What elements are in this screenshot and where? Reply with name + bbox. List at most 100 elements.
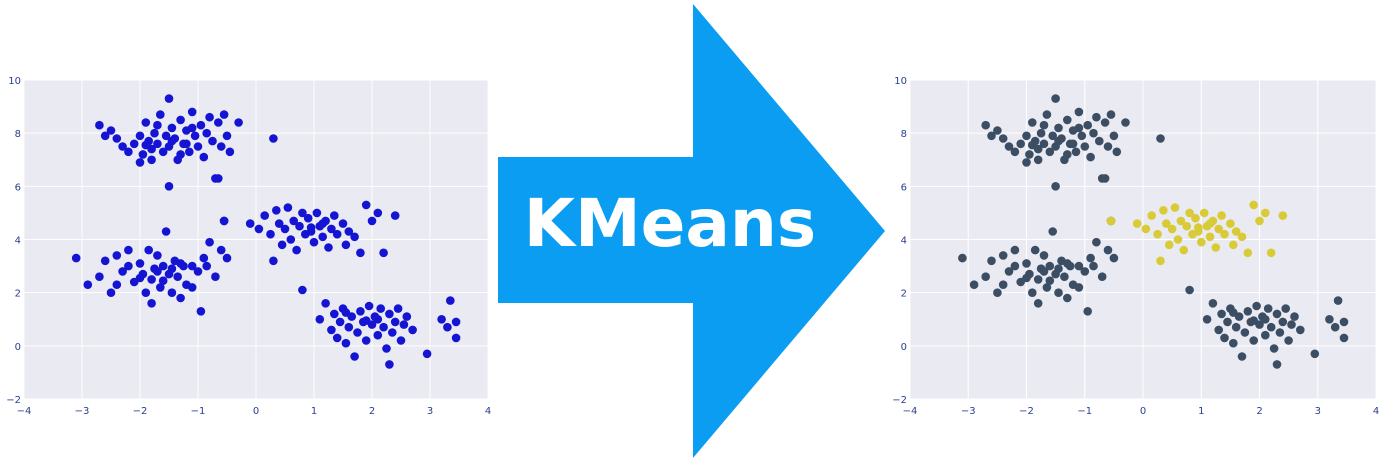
kmeans-arrow: KMeans	[498, 4, 885, 458]
y-tick-label: 4	[15, 236, 21, 247]
data-point	[286, 235, 296, 244]
data-point	[173, 272, 182, 282]
data-point	[176, 115, 185, 125]
data-point	[153, 120, 162, 130]
data-point	[1211, 243, 1221, 252]
data-point	[274, 219, 284, 228]
data-point	[1010, 245, 1020, 255]
data-point	[1103, 245, 1113, 255]
data-point	[292, 245, 301, 255]
data-point	[272, 206, 281, 215]
data-point	[1074, 283, 1084, 292]
data-point	[202, 128, 211, 138]
data-point	[1229, 240, 1238, 250]
data-point	[1086, 152, 1095, 162]
data-point	[1290, 312, 1299, 321]
y-tick-label: 0	[901, 342, 907, 353]
data-point	[1042, 283, 1052, 292]
data-point	[1199, 208, 1209, 218]
data-point	[100, 131, 110, 141]
data-point	[396, 336, 406, 345]
data-point	[1060, 272, 1069, 282]
data-point	[350, 352, 359, 361]
data-point	[1051, 94, 1060, 103]
data-point	[106, 126, 116, 135]
data-point	[1028, 140, 1037, 150]
data-point	[341, 338, 351, 348]
data-point	[1185, 285, 1194, 295]
data-point	[1249, 200, 1258, 210]
data-point	[1106, 216, 1116, 226]
data-point	[330, 309, 339, 319]
data-point	[147, 299, 156, 308]
scatter-series-2	[1106, 200, 1288, 266]
data-point	[332, 333, 342, 343]
data-point	[141, 140, 151, 150]
data-point	[1089, 128, 1098, 138]
data-point	[382, 344, 391, 353]
x-tick-label: −1	[191, 406, 206, 417]
data-point	[993, 126, 1002, 135]
y-tick-label: 10	[8, 76, 21, 87]
data-point	[356, 307, 365, 316]
data-point	[1263, 304, 1273, 313]
data-point	[1025, 150, 1034, 159]
data-point	[1220, 333, 1229, 343]
data-point	[260, 211, 270, 220]
data-point	[1010, 261, 1020, 271]
data-point	[327, 224, 336, 234]
data-point	[1261, 208, 1270, 218]
data-point	[254, 224, 264, 234]
data-point	[998, 280, 1008, 290]
x-tick-label: −2	[133, 406, 148, 417]
data-point	[1030, 245, 1040, 255]
data-point	[199, 253, 209, 263]
data-point	[364, 301, 374, 311]
data-point	[1083, 307, 1092, 316]
data-point	[71, 253, 81, 263]
data-point	[1033, 275, 1043, 284]
data-point	[1231, 227, 1241, 236]
data-point	[344, 227, 354, 236]
data-point	[1100, 174, 1110, 183]
data-point	[135, 273, 145, 283]
data-point	[1100, 118, 1110, 127]
data-point	[266, 229, 275, 239]
data-point	[1173, 235, 1183, 244]
data-point	[1255, 216, 1264, 226]
data-point	[1275, 328, 1285, 337]
data-point	[1045, 261, 1055, 271]
y-tick-label: 0	[15, 342, 21, 353]
data-point	[1249, 336, 1258, 345]
data-point	[373, 208, 383, 218]
data-point	[987, 256, 996, 266]
data-point	[289, 216, 299, 226]
data-point	[306, 223, 316, 232]
data-point	[147, 155, 156, 165]
y-tick-label: −2	[892, 395, 907, 406]
data-point	[1226, 219, 1235, 228]
data-point	[1249, 316, 1258, 325]
data-point	[385, 309, 394, 319]
data-point	[1164, 240, 1174, 250]
data-point	[451, 317, 461, 327]
data-point	[216, 142, 226, 151]
data-point	[167, 264, 177, 274]
data-point	[199, 152, 209, 162]
y-tick-label: 6	[901, 182, 907, 193]
data-point	[402, 312, 412, 321]
data-point	[196, 120, 206, 130]
data-point	[1205, 232, 1215, 242]
data-point	[1022, 158, 1031, 167]
data-point	[1042, 110, 1052, 119]
data-point	[153, 251, 162, 260]
x-tick-label: 3	[427, 406, 433, 417]
data-point	[1054, 136, 1063, 146]
data-point	[1054, 288, 1063, 298]
data-point	[361, 336, 371, 345]
data-point	[1080, 267, 1090, 276]
data-point	[176, 293, 185, 303]
data-point	[135, 259, 145, 268]
data-point	[1237, 232, 1247, 242]
